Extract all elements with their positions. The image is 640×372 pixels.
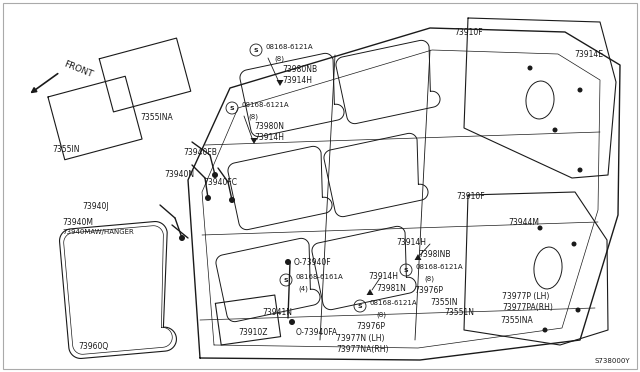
Text: 73976P: 73976P [414,286,443,295]
Circle shape [577,167,582,173]
Text: 7355IN: 7355IN [430,298,458,307]
Text: S: S [404,267,408,273]
Circle shape [572,241,577,247]
Text: 7355IN: 7355IN [52,145,79,154]
Text: (8): (8) [274,56,284,62]
Text: 08168-6121A: 08168-6121A [416,264,463,270]
Circle shape [205,195,211,201]
Text: 7355INA: 7355INA [500,316,532,325]
Text: 73941N: 73941N [262,308,292,317]
Circle shape [285,259,291,265]
Circle shape [543,327,547,333]
Text: 73914H: 73914H [368,272,398,281]
Text: 73914H: 73914H [282,76,312,85]
Circle shape [229,197,235,203]
Text: 73977P (LH): 73977P (LH) [502,292,549,301]
Text: S: S [358,304,362,308]
Text: 73914H: 73914H [396,238,426,247]
Text: 73977N (LH): 73977N (LH) [336,334,385,343]
Text: O-73940F: O-73940F [294,258,332,267]
Polygon shape [415,254,422,260]
Text: 7398INB: 7398INB [418,250,451,259]
Circle shape [552,128,557,132]
Text: 7355INA: 7355INA [140,113,173,122]
Text: 73914H: 73914H [254,133,284,142]
Text: 73940MAW/HANGER: 73940MAW/HANGER [62,229,134,235]
Text: (4): (4) [298,286,308,292]
Text: 73940J: 73940J [82,202,109,211]
Circle shape [527,65,532,71]
Circle shape [289,319,295,325]
Text: 73981N: 73981N [376,284,406,293]
Text: 73944M: 73944M [508,218,539,227]
Text: 73551N: 73551N [444,308,474,317]
Text: S: S [230,106,234,110]
Text: S738000Y: S738000Y [595,358,630,364]
Text: 73940M: 73940M [62,218,93,227]
Text: 73980N: 73980N [254,122,284,131]
Text: 73910F: 73910F [456,192,484,201]
Text: 73977PA(RH): 73977PA(RH) [502,303,553,312]
Text: (8): (8) [376,312,386,318]
Circle shape [577,87,582,93]
Text: 08168-6121A: 08168-6121A [370,300,418,306]
Text: 73910F: 73910F [454,28,483,37]
Text: 08168-6161A: 08168-6161A [296,274,344,280]
Text: (8): (8) [248,114,258,121]
Circle shape [575,308,580,312]
Circle shape [538,225,543,231]
Circle shape [179,235,185,241]
Text: 73940N: 73940N [164,170,194,179]
Text: 08168-6121A: 08168-6121A [266,44,314,50]
Text: 73914E: 73914E [574,50,603,59]
Text: 08168-6121A: 08168-6121A [242,102,290,108]
Text: FRONT: FRONT [62,60,93,80]
Text: 73960Q: 73960Q [78,342,108,351]
Text: 73910Z: 73910Z [238,328,268,337]
Text: S: S [253,48,259,52]
Text: 73980NB: 73980NB [282,65,317,74]
Circle shape [212,172,218,178]
Polygon shape [276,80,284,86]
Polygon shape [367,289,374,295]
Text: 73940FB: 73940FB [183,148,217,157]
Text: 73976P: 73976P [356,322,385,331]
Text: O-73940FA: O-73940FA [296,328,338,337]
Text: 73977NA(RH): 73977NA(RH) [336,345,388,354]
Polygon shape [250,138,257,144]
Text: (8): (8) [424,276,434,282]
Text: S: S [284,278,288,282]
Text: 73940FC: 73940FC [203,178,237,187]
